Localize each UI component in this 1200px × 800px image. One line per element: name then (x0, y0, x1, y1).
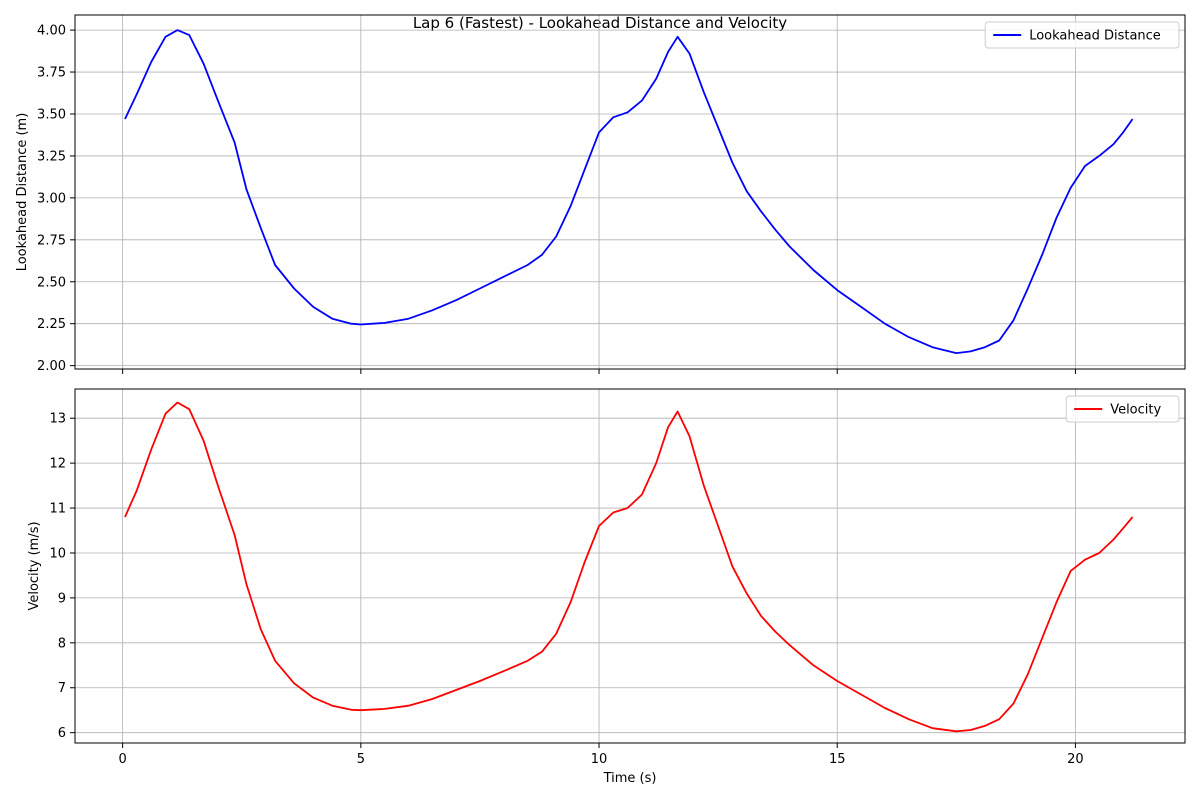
y-tick-label: 6 (58, 726, 66, 741)
legend: Velocity (1065, 395, 1180, 423)
series-line-1 (124, 401, 1134, 733)
y-axis-label: Velocity (m/s) (27, 521, 42, 610)
legend-entry: Velocity (1110, 403, 1161, 418)
y-tick-label: 2.50 (37, 275, 66, 290)
y-tick-label: 2.75 (37, 233, 66, 248)
y-tick-label: 13 (49, 412, 66, 427)
axes-frame (74, 388, 1186, 744)
x-tick-label: 15 (829, 752, 846, 767)
subplots: 2.00 2.25 2.50 2.75 3.00 3.25 3.50 3.75 4.00 Look… (15, 14, 1186, 786)
y-tick-label: 11 (49, 502, 66, 517)
y-axis-label: Lookahead Distance (m) (15, 113, 30, 272)
y-tick-label: 10 (49, 546, 66, 561)
x-tick-label: 5 (357, 752, 365, 767)
legend: Lookahead Distance (984, 21, 1180, 49)
y-tick-label: 3.75 (37, 66, 66, 81)
y-tick-label: 4.00 (37, 24, 66, 39)
series-line-1 (124, 29, 1134, 354)
y-tick-label: 12 (49, 457, 66, 472)
y-tick-label: 9 (58, 591, 66, 606)
figure-title: Lap 6 (Fastest) - Lookahead Distance and… (413, 14, 787, 32)
y-tick-label: 8 (58, 636, 66, 651)
subplot-1: 2.00 2.25 2.50 2.75 3.00 3.25 3.50 3.75 4.00 Look… (15, 14, 1186, 374)
axes-frame (74, 14, 1186, 370)
x-tick-label: 0 (118, 752, 126, 767)
x-tick-label: 10 (591, 752, 608, 767)
legend-box (1065, 395, 1180, 423)
legend-box (984, 21, 1180, 49)
y-tick-label: 3.25 (37, 149, 66, 164)
y-tick-label: 3.50 (37, 107, 66, 122)
y-tick-label: 7 (58, 681, 66, 696)
x-axis-label: Time (s) (603, 771, 657, 786)
x-tick-label: 20 (1067, 752, 1084, 767)
y-tick-label: 2.00 (37, 359, 66, 374)
subplot-2: 0 5 10 15 20 6 7 8 9 10 11 12 13 Velocity (m/s) Time (… (27, 388, 1186, 786)
y-tick-label: 2.25 (37, 317, 66, 332)
legend-entry: Lookahead Distance (1029, 29, 1161, 44)
y-tick-label: 3.00 (37, 191, 66, 206)
